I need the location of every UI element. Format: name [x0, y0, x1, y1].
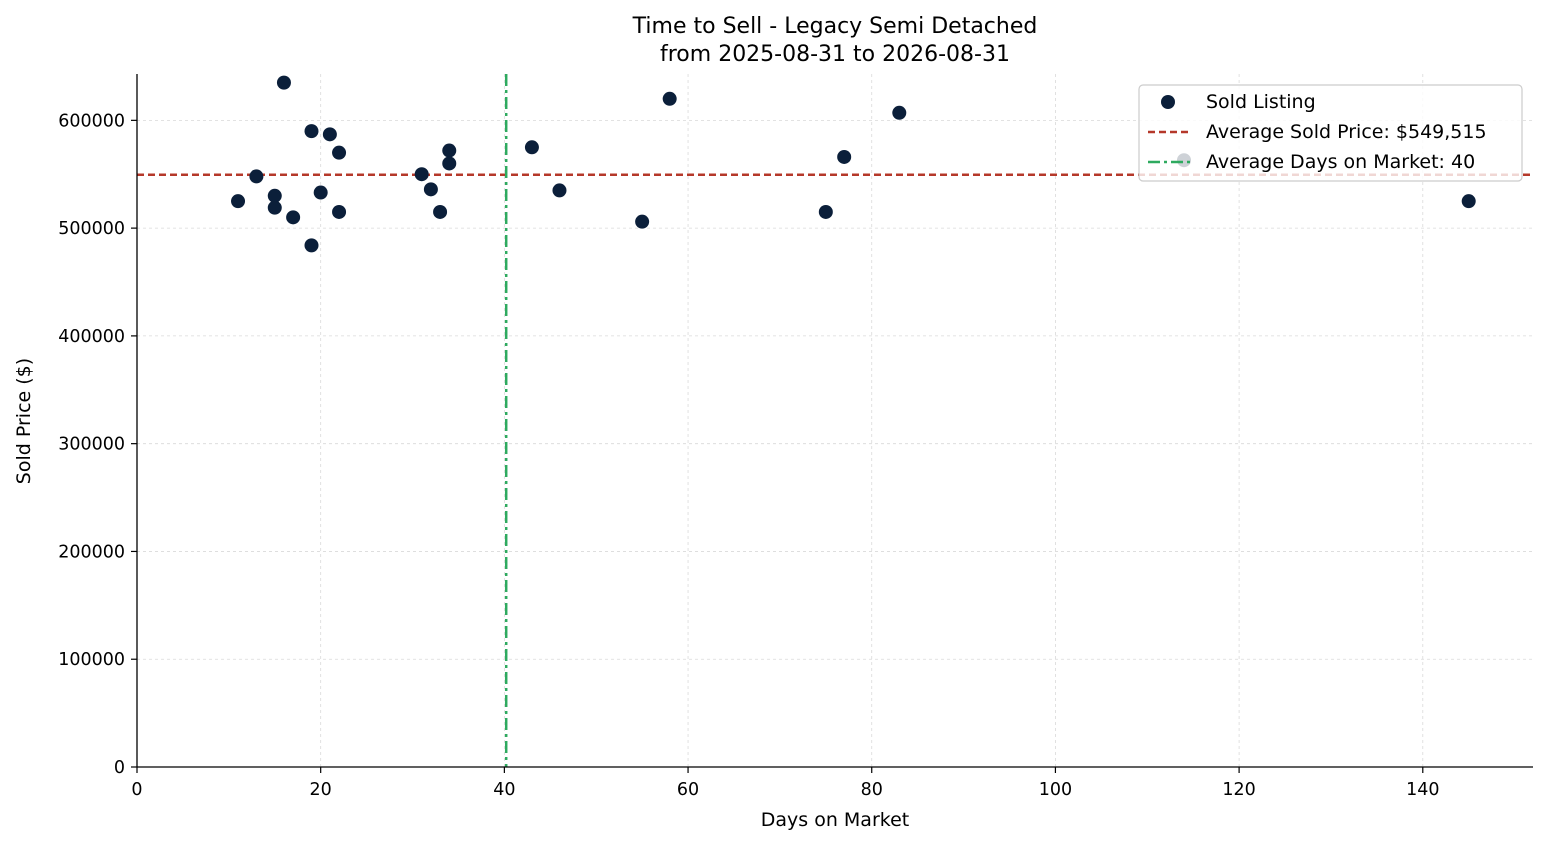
y-tick-label: 200000 [58, 542, 125, 562]
data-point [662, 91, 677, 106]
y-tick-label: 0 [114, 758, 125, 778]
data-point [837, 149, 852, 164]
chart-subtitle: from 2025-08-31 to 2026-08-31 [660, 42, 1010, 67]
data-points [231, 75, 1476, 253]
data-point [892, 105, 907, 120]
data-point [442, 156, 457, 171]
axes [136, 74, 1533, 768]
legend-marker-sold-listing [1161, 95, 1175, 109]
data-point [286, 210, 301, 225]
data-point [332, 204, 347, 219]
data-point [313, 185, 328, 200]
data-point [552, 183, 567, 198]
data-point [267, 200, 282, 215]
data-point [433, 204, 448, 219]
chart-title: Time to Sell - Legacy Semi Detached [632, 14, 1038, 39]
x-tick-label: 0 [131, 780, 142, 800]
y-tick-label: 500000 [58, 219, 125, 239]
data-point [231, 194, 246, 209]
y-tick-label: 400000 [58, 327, 125, 347]
x-tick-label: 80 [861, 780, 883, 800]
data-point [267, 188, 282, 203]
legend-label-avg-price: Average Sold Price: $549,515 [1206, 121, 1487, 143]
data-point [304, 238, 319, 253]
data-point [322, 127, 337, 142]
data-point [249, 169, 264, 184]
data-point [304, 124, 319, 139]
y-tick-label: 100000 [58, 650, 125, 670]
legend: Sold Listing Average Sold Price: $549,51… [1138, 84, 1523, 182]
data-point [276, 75, 291, 90]
data-point [1461, 194, 1476, 209]
y-tick-label: 600000 [58, 111, 125, 131]
y-axis-label: Sold Price ($) [13, 358, 35, 484]
x-tick-label: 40 [493, 780, 515, 800]
data-point [442, 143, 457, 158]
data-point [818, 204, 833, 219]
x-tick-label: 60 [677, 780, 699, 800]
data-point [332, 145, 347, 160]
data-point [414, 167, 429, 182]
data-point [524, 140, 539, 155]
y-tick-label: 300000 [58, 435, 125, 455]
tick-labels: 0 20 40 60 80 100 120 140 0 100000 200000 300000 400… [58, 111, 1439, 800]
x-tick-label: 140 [1406, 780, 1439, 800]
data-point [423, 182, 438, 197]
x-axis-label: Days on Market [761, 809, 909, 831]
legend-box [1138, 84, 1523, 182]
x-tick-label: 100 [1039, 780, 1072, 800]
data-point [635, 214, 650, 229]
grid-lines [137, 74, 1533, 767]
x-tick-label: 120 [1222, 780, 1255, 800]
legend-label-avg-days: Average Days on Market: 40 [1206, 151, 1475, 173]
legend-label-sold-listing: Sold Listing [1206, 91, 1316, 113]
x-tick-label: 20 [310, 780, 332, 800]
reference-lines [137, 74, 1533, 767]
